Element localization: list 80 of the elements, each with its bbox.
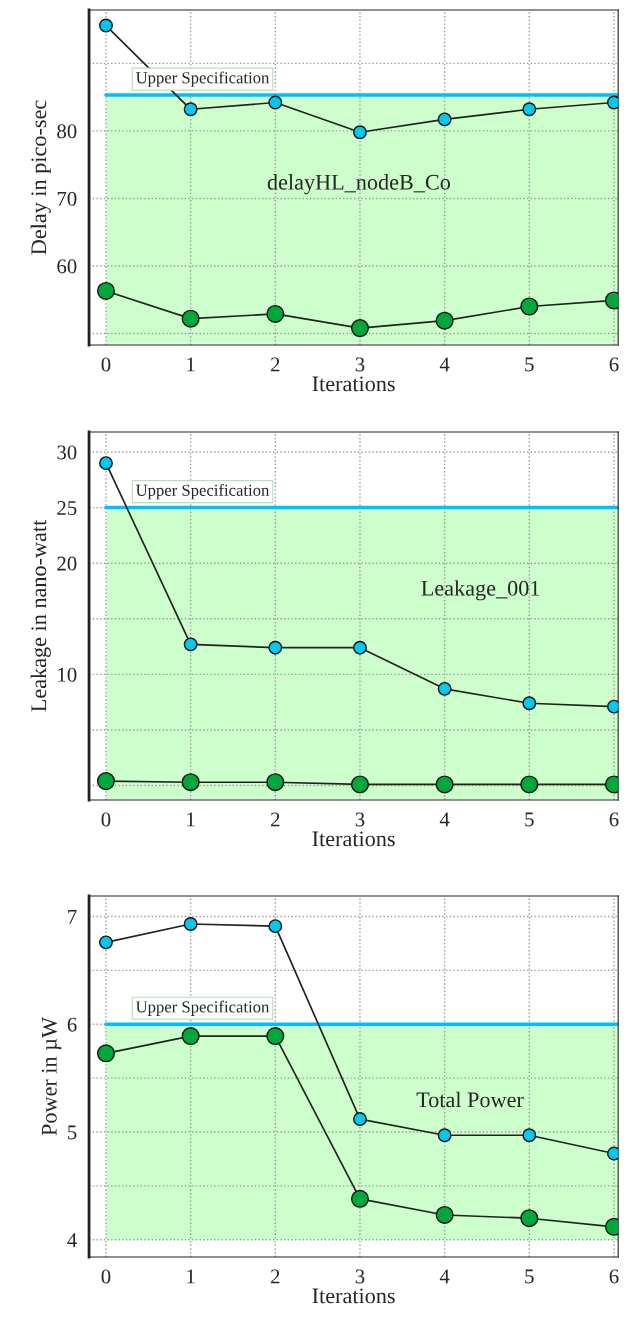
point bbox=[350, 775, 369, 794]
point bbox=[181, 1027, 200, 1046]
x-tick-label: 2 bbox=[271, 812, 280, 827]
point bbox=[181, 309, 200, 328]
x-axis-title: Iterations bbox=[312, 831, 395, 847]
ref-line-label: Upper Specification bbox=[135, 1000, 270, 1016]
point bbox=[266, 1027, 285, 1046]
x-tick-label: 1 bbox=[187, 1269, 195, 1284]
y-tick-label: 4 bbox=[67, 1233, 77, 1247]
point bbox=[268, 640, 283, 655]
point bbox=[437, 1128, 452, 1143]
point bbox=[353, 125, 367, 140]
point bbox=[96, 1044, 116, 1063]
x-tick-label: 2 bbox=[271, 357, 280, 372]
point bbox=[435, 311, 454, 330]
y-tick-label: 10 bbox=[58, 667, 77, 682]
point bbox=[522, 1128, 537, 1143]
y-axis-title: Power in µW bbox=[41, 1017, 62, 1136]
point bbox=[353, 640, 367, 655]
point bbox=[353, 1112, 367, 1127]
ref-line-label: Upper Specification bbox=[135, 71, 270, 87]
point bbox=[181, 773, 200, 792]
y-axis-title: Delay in pico-sec bbox=[30, 100, 51, 255]
y-axis-title: Leakage in nano-watt bbox=[30, 519, 51, 712]
y-tick-label: 80 bbox=[57, 124, 77, 139]
x-tick-label: 3 bbox=[355, 357, 365, 372]
y-tick-label: 70 bbox=[57, 191, 77, 206]
x-tick-label: 1 bbox=[187, 357, 195, 372]
annotation: Leakage_001 bbox=[421, 580, 540, 601]
point bbox=[96, 772, 116, 791]
x-tick-label: 4 bbox=[439, 357, 450, 372]
point bbox=[350, 1189, 369, 1208]
point bbox=[268, 919, 283, 934]
x-tick-label: 5 bbox=[525, 812, 534, 827]
x-tick-label: 5 bbox=[525, 357, 534, 372]
point bbox=[183, 917, 198, 931]
annotation: Total Power bbox=[416, 1091, 524, 1108]
y-tick-label: 6 bbox=[67, 1017, 77, 1032]
x-tick-label: 2 bbox=[271, 1269, 280, 1284]
y-tick-label: 30 bbox=[57, 445, 77, 460]
x-tick-label: 6 bbox=[609, 812, 619, 827]
point bbox=[99, 935, 113, 950]
y-tick-label: 7 bbox=[68, 910, 77, 924]
x-tick-label: 4 bbox=[439, 1269, 450, 1284]
x-tick-label: 3 bbox=[355, 1269, 365, 1284]
x-axis-title: Iterations bbox=[312, 1288, 395, 1304]
point bbox=[520, 1209, 539, 1228]
x-tick-label: 0 bbox=[101, 1269, 111, 1284]
point bbox=[437, 112, 452, 127]
y-tick-label: 20 bbox=[57, 556, 77, 571]
point bbox=[266, 304, 285, 323]
point bbox=[435, 775, 454, 794]
point bbox=[350, 319, 369, 338]
point bbox=[266, 773, 285, 792]
point bbox=[522, 696, 537, 711]
x-tick-label: 0 bbox=[101, 812, 111, 827]
x-tick-label: 6 bbox=[609, 357, 619, 372]
y-tick-label: 5 bbox=[68, 1125, 77, 1140]
x-tick-label: 5 bbox=[525, 1269, 534, 1284]
y-tick-label: 25 bbox=[57, 501, 77, 516]
point bbox=[437, 681, 452, 696]
ref-line-label: Upper Specification bbox=[135, 483, 270, 500]
point bbox=[520, 297, 539, 316]
point bbox=[435, 1205, 454, 1225]
x-tick-label: 6 bbox=[609, 1269, 619, 1284]
point bbox=[520, 775, 539, 794]
x-tick-label: 1 bbox=[187, 812, 195, 827]
x-tick-label: 0 bbox=[101, 357, 111, 372]
point bbox=[183, 637, 198, 652]
point bbox=[99, 18, 113, 33]
point bbox=[99, 456, 113, 471]
point bbox=[268, 95, 283, 110]
point bbox=[96, 281, 116, 300]
x-tick-label: 4 bbox=[439, 812, 450, 827]
point bbox=[183, 102, 198, 117]
point bbox=[522, 102, 537, 117]
x-axis-title: Iterations bbox=[312, 376, 395, 392]
x-tick-label: 3 bbox=[355, 812, 365, 827]
y-tick-label: 60 bbox=[57, 259, 77, 274]
annotation: delayHL_nodeB_Co bbox=[267, 174, 451, 195]
